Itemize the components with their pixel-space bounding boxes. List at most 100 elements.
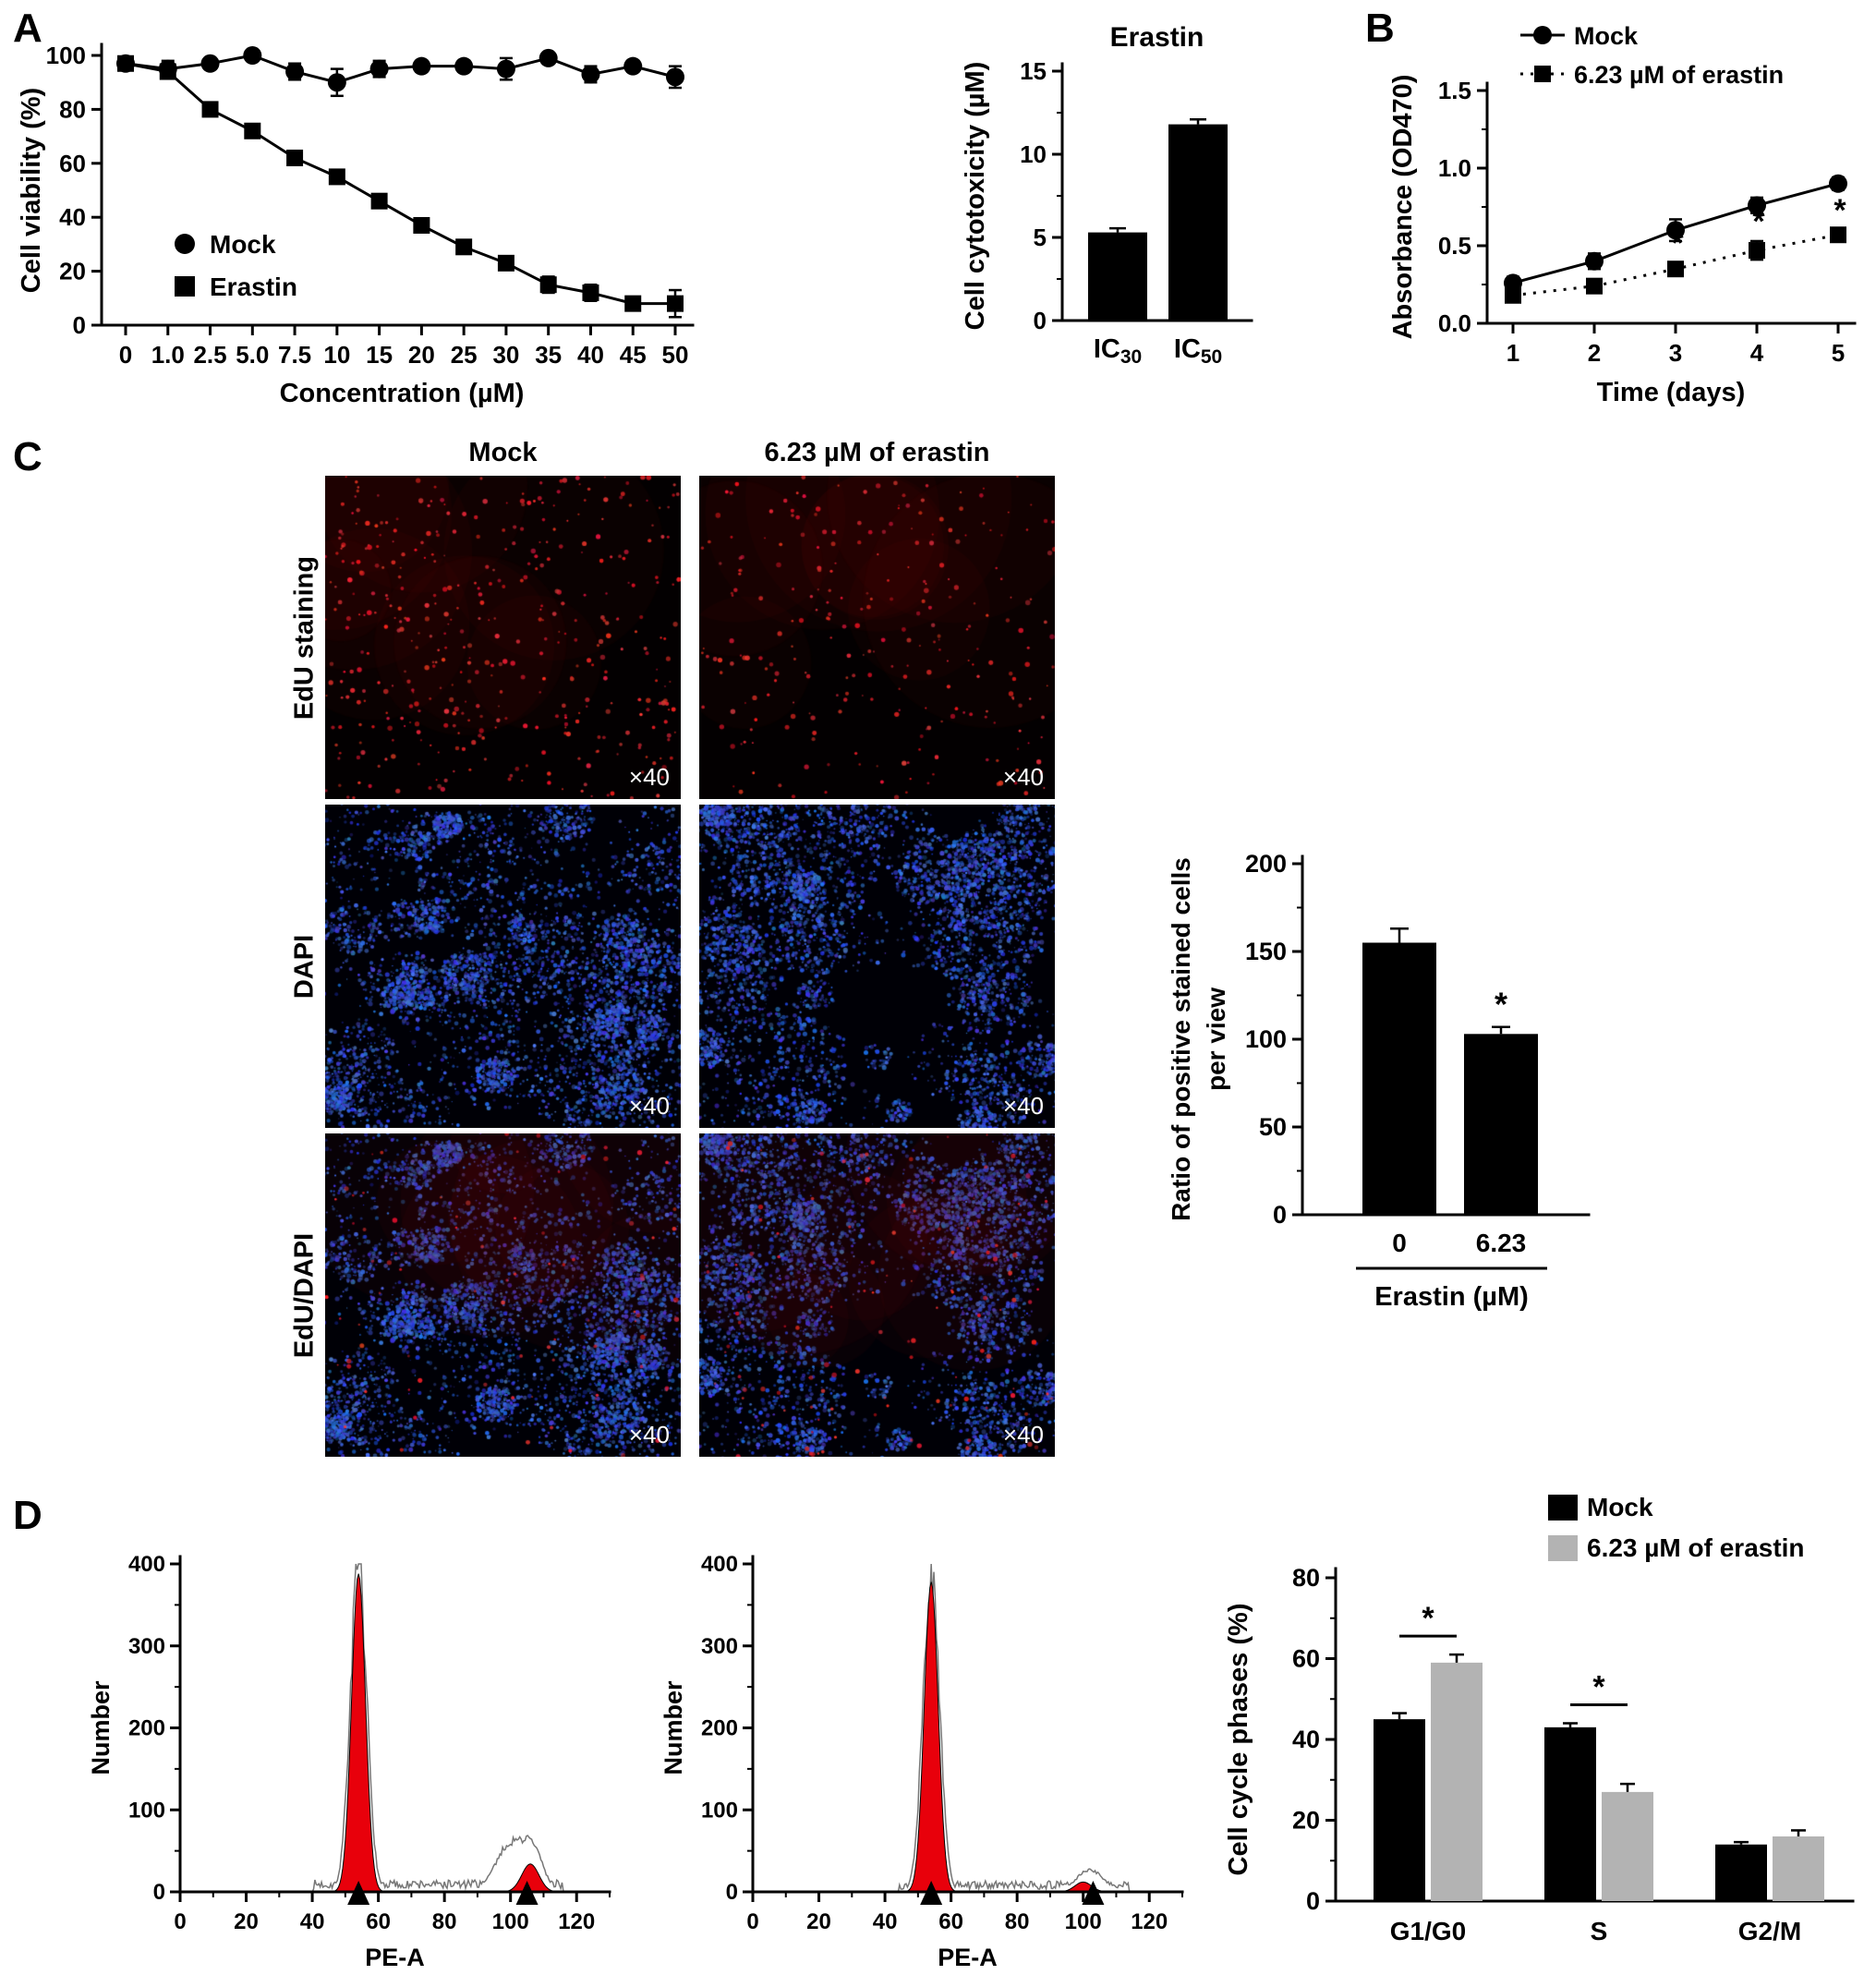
svg-text:G2/M: G2/M [1738, 1917, 1801, 1945]
dapi-erastin-canvas [699, 805, 1055, 1128]
cytotoxicity-bar-chart: Erastin 0 5 10 15 IC30 IC50 Cell cytotoxicity (… [961, 22, 1253, 368]
svg-text:100: 100 [1245, 1025, 1287, 1053]
svg-text:100: 100 [1065, 1909, 1102, 1934]
svg-text:60: 60 [1292, 1645, 1320, 1673]
svg-text:*: * [1671, 225, 1684, 260]
svg-text:Erastin: Erastin [210, 273, 297, 301]
svg-text:1.5: 1.5 [1438, 77, 1471, 104]
svg-text:3: 3 [1669, 339, 1682, 367]
svg-text:400: 400 [701, 1552, 738, 1577]
svg-text:0.5: 0.5 [1438, 232, 1471, 260]
svg-text:Mock: Mock [1587, 1493, 1653, 1521]
svg-text:*: * [1495, 986, 1507, 1024]
svg-text:25: 25 [451, 341, 478, 369]
svg-text:30: 30 [492, 341, 519, 369]
svg-text:80: 80 [1292, 1564, 1320, 1592]
svg-text:1.0: 1.0 [1438, 154, 1471, 182]
svg-text:120: 120 [1131, 1909, 1168, 1934]
svg-text:Number: Number [87, 1680, 115, 1775]
svg-text:0: 0 [726, 1880, 738, 1905]
svg-text:6.23: 6.23 [1476, 1229, 1527, 1257]
merge-erastin-canvas [699, 1133, 1055, 1457]
magnification-label: ×40 [628, 1092, 670, 1120]
svg-text:20: 20 [59, 258, 86, 285]
svg-text:80: 80 [59, 95, 86, 123]
svg-text:200: 200 [1245, 850, 1287, 878]
svg-text:5: 5 [1832, 339, 1845, 367]
flow-histogram-erastin: 0 100 200 300 400 0 20 40 60 80 100 120 PE-A Number [660, 1552, 1184, 1971]
svg-text:Number: Number [660, 1680, 687, 1775]
svg-text:Absorbance (OD470): Absorbance (OD470) [1388, 75, 1418, 340]
dapi-row-label: DAPI [289, 934, 320, 1000]
svg-text:20: 20 [408, 341, 435, 369]
flow-histogram-mock: 0 100 200 300 400 0 20 40 60 80 100 120 PE-A Number [87, 1552, 611, 1971]
cell-cycle-bar-chart: 0 20 40 60 80 G1/G0 S G2/M * * Cell cycle phases (… [1224, 1493, 1855, 1945]
svg-text:200: 200 [128, 1716, 165, 1741]
svg-text:100: 100 [128, 1798, 165, 1823]
panel-d-label: D [13, 1493, 42, 1538]
svg-text:40: 40 [1292, 1726, 1320, 1753]
svg-text:100: 100 [46, 42, 86, 69]
svg-text:50: 50 [662, 341, 689, 369]
svg-text:*: * [1752, 204, 1765, 239]
svg-text:Mock: Mock [1574, 22, 1639, 50]
svg-text:Ratio of positive stained cell: Ratio of positive stained cells [1167, 857, 1195, 1221]
panel-a-label: A [13, 6, 42, 51]
svg-text:400: 400 [128, 1552, 165, 1577]
svg-text:35: 35 [535, 341, 562, 369]
svg-text:0: 0 [73, 311, 86, 339]
panel-b-label: B [1365, 6, 1395, 51]
svg-text:45: 45 [620, 341, 647, 369]
svg-text:40: 40 [300, 1909, 325, 1934]
svg-text:10: 10 [1020, 140, 1047, 168]
edu-erastin-canvas [699, 476, 1055, 799]
svg-text:60: 60 [366, 1909, 391, 1934]
svg-text:0: 0 [1273, 1201, 1287, 1229]
svg-text:Erastin: Erastin [1110, 22, 1204, 53]
svg-text:2.5: 2.5 [193, 341, 226, 369]
svg-text:300: 300 [128, 1634, 165, 1659]
dapi-mock-image: ×40 [325, 805, 681, 1128]
svg-text:15: 15 [366, 341, 393, 369]
magnification-label: ×40 [1002, 763, 1044, 791]
svg-text:Time (days): Time (days) [1597, 378, 1746, 407]
svg-text:0: 0 [1034, 307, 1047, 334]
svg-text:Cell viability (%): Cell viability (%) [17, 88, 46, 293]
svg-text:S: S [1591, 1917, 1608, 1945]
svg-text:7.5: 7.5 [278, 341, 311, 369]
viability-line-chart: 0 20 40 60 80 100 0 1.0 2.5 5.0 7.5 10 15 20 25 30 35 40 4… [17, 42, 695, 408]
svg-text:IC30: IC30 [1094, 334, 1142, 368]
svg-text:*: * [1834, 193, 1846, 228]
svg-text:60: 60 [938, 1909, 963, 1934]
merge-mock-image: ×40 [325, 1133, 681, 1457]
magnification-label: ×40 [628, 1421, 670, 1448]
svg-text:2: 2 [1588, 339, 1601, 367]
svg-text:120: 120 [558, 1909, 595, 1934]
svg-text:1: 1 [1507, 339, 1519, 367]
merge-erastin-image: ×40 [699, 1133, 1055, 1457]
svg-text:5.0: 5.0 [236, 341, 269, 369]
svg-text:80: 80 [432, 1909, 457, 1934]
edu-mock-canvas [325, 476, 681, 799]
svg-text:80: 80 [1005, 1909, 1030, 1934]
edu-mock-image: ×40 [325, 476, 681, 799]
svg-text:100: 100 [701, 1798, 738, 1823]
svg-text:150: 150 [1245, 938, 1287, 965]
svg-text:40: 40 [577, 341, 604, 369]
svg-text:200: 200 [701, 1716, 738, 1741]
growth-line-chart: 0.0 0.5 1.0 1.5 1 2 3 4 5 Time (days) Absorbance (… [1388, 22, 1857, 407]
svg-text:5: 5 [1034, 224, 1047, 251]
svg-text:0: 0 [1392, 1229, 1407, 1257]
svg-text:20: 20 [806, 1909, 831, 1934]
svg-text:*: * [1422, 1601, 1434, 1636]
svg-text:0: 0 [746, 1909, 758, 1934]
svg-text:6.23 µM of erastin: 6.23 µM of erastin [1574, 61, 1784, 89]
mock-column-header: Mock [468, 438, 538, 467]
svg-text:per view: per view [1202, 987, 1230, 1091]
magnification-label: ×40 [1002, 1092, 1044, 1120]
svg-text:20: 20 [234, 1909, 259, 1934]
svg-text:40: 40 [59, 203, 86, 231]
svg-text:20: 20 [1292, 1807, 1320, 1835]
edu-row-label: EdU staining [289, 555, 320, 721]
